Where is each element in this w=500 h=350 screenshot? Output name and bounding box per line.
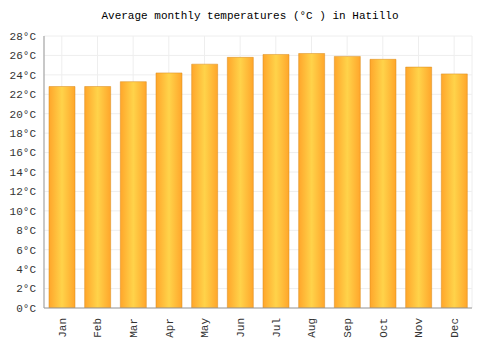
svg-text:6°C: 6°C [16, 245, 36, 257]
svg-text:Jun: Jun [235, 318, 247, 338]
svg-text:May: May [199, 318, 211, 338]
svg-text:14°C: 14°C [10, 167, 37, 179]
svg-text:Aug: Aug [306, 318, 318, 338]
svg-text:22°C: 22°C [10, 89, 37, 101]
svg-text:Oct: Oct [378, 318, 390, 338]
svg-text:Apr: Apr [164, 318, 176, 338]
svg-text:Nov: Nov [413, 318, 425, 338]
svg-text:Sep: Sep [342, 318, 354, 338]
svg-text:Feb: Feb [92, 318, 104, 338]
svg-text:Mar: Mar [128, 318, 140, 338]
html-text:Average monthly temperatures (: Average monthly temperatures (°C ) in Ha… [101, 10, 399, 22]
svg-text:10°C: 10°C [10, 206, 37, 218]
svg-text:4°C: 4°C [16, 264, 36, 276]
svg-text:18°C: 18°C [10, 128, 37, 140]
svg-text:8°C: 8°C [16, 225, 36, 237]
svg-text:24°C: 24°C [10, 70, 37, 82]
svg-text:20°C: 20°C [10, 109, 37, 121]
svg-text:0°C: 0°C [16, 303, 36, 315]
svg-text:Jul: Jul [271, 318, 283, 338]
svg-text:16°C: 16°C [10, 147, 37, 159]
svg-text:12°C: 12°C [10, 186, 37, 198]
svg-text:26°C: 26°C [10, 50, 37, 62]
svg-text:Dec: Dec [449, 318, 461, 338]
svg-text:28°C: 28°C [10, 31, 37, 43]
svg-text:Jan: Jan [57, 318, 69, 338]
svg-text:2°C: 2°C [16, 283, 36, 295]
